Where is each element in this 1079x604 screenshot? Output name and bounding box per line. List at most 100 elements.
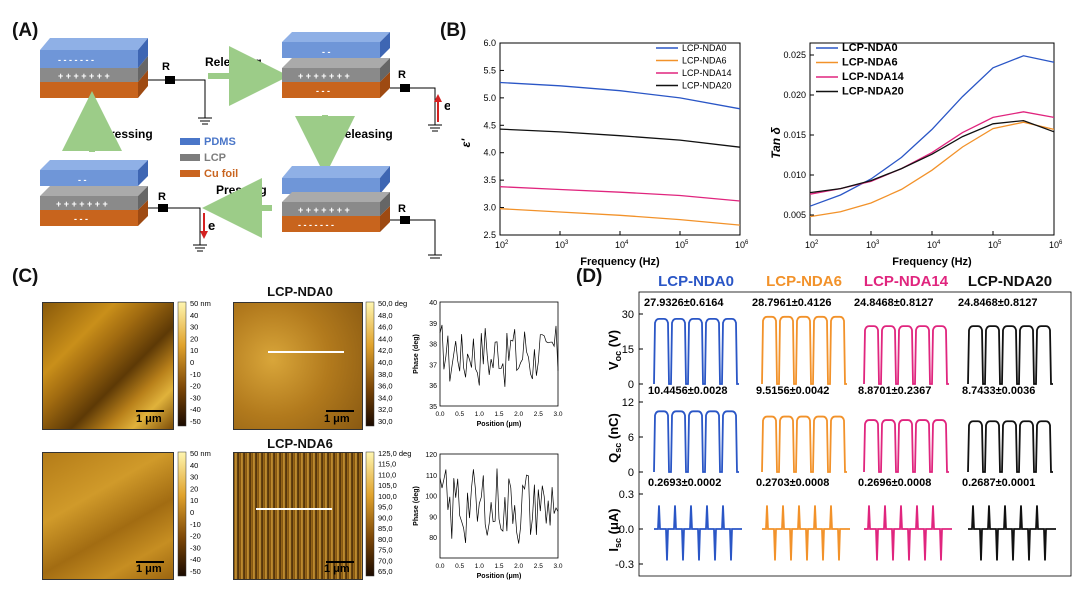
tan-legend-label-LCP-NDA20: LCP-NDA20	[842, 86, 904, 98]
height-scale-1-label: 20	[190, 334, 198, 343]
eps-xtick-label: 106	[735, 240, 749, 250]
eps-series-LCP-NDA0	[499, 81, 741, 110]
value-label-1-0: 10.4456±0.0028	[648, 385, 727, 397]
profile-a-ytick: 36	[429, 383, 437, 390]
scalebar-h1	[136, 410, 164, 412]
height-scale-1-label: -50	[190, 417, 201, 426]
height-scale-1-label: 10	[190, 346, 198, 355]
chart-dielectric-constant: 2.5 3.0 3.5 4.0 4.5 5.0 5.5 6.0 102 103 104 105 106 F…	[459, 38, 749, 268]
height-scale-2-label: 10	[190, 496, 198, 505]
eps-xlabel: Frequency (Hz)	[580, 256, 660, 268]
height-scale-2-label: 40	[190, 461, 198, 470]
eps-series-LCP-NDA20	[499, 128, 741, 148]
height-scale-2-bar	[177, 451, 187, 577]
charge-plus-4: + + + + + + +	[298, 205, 350, 215]
charge-minus-2b: - - -	[316, 86, 330, 96]
afm-title-nda0: LCP-NDA0	[267, 284, 333, 299]
phase-scale-2-label: 115,0	[378, 460, 396, 469]
phase-scale-2-label: 105,0	[378, 481, 397, 490]
afm-title-nda6: LCP-NDA6	[267, 436, 333, 451]
afm-phase-image-nda6	[233, 452, 363, 580]
value-label-1-3: 8.7433±0.0036	[962, 385, 1035, 397]
eps-ytick-label: 2.5	[483, 230, 496, 240]
eps-ytick-label: 3.0	[483, 203, 496, 213]
tan-xtick-label: 104	[927, 240, 941, 250]
resistor-label-4: R	[398, 203, 406, 215]
tan-ylabel: Tan δ	[769, 127, 783, 159]
tan-xtick-label: 103	[866, 240, 880, 250]
profile-b-ylabel: Phase (deg)	[413, 486, 420, 526]
phase-scale-1-label: 50,0 deg	[378, 299, 407, 308]
phase-scale-2-label: 80,0	[378, 535, 393, 544]
electron-label-2: e	[208, 218, 215, 233]
height-scale-1-label: 30	[190, 323, 198, 332]
column-title-LCP-NDA6: LCP-NDA6	[766, 273, 842, 290]
profile-line-nda6	[256, 508, 332, 510]
height-scale-2-label: 0	[190, 508, 194, 517]
height-scale-2-label: 50 nm	[190, 449, 211, 458]
profile-b-xtick: 0.0	[435, 563, 444, 570]
output-trace-2-LCP-NDA14	[864, 505, 952, 561]
value-label-1-1: 9.5156±0.0042	[756, 385, 829, 397]
legend-cu: Cu foil	[204, 168, 238, 180]
tan-series-LCP-NDA0	[809, 55, 1055, 207]
profile-a-ytick: 35	[429, 404, 437, 411]
profile-b-ytick: 90	[429, 514, 437, 521]
tan-xtick-label: 105	[988, 240, 1002, 250]
legend-pdms: PDMS	[204, 136, 236, 148]
row-ytick-0: 15	[622, 344, 634, 356]
phase-scale-1-label: 44,0	[378, 334, 393, 343]
phase-scale-1-label: 46,0	[378, 323, 393, 332]
output-trace-1-LCP-NDA20	[967, 420, 1053, 473]
output-trace-0-LCP-NDA20	[967, 325, 1053, 385]
eps-legend-label-LCP-NDA0: LCP-NDA0	[682, 43, 727, 53]
row-ytick-0: 0	[628, 379, 634, 391]
charge-minus-3b: - - -	[74, 214, 88, 224]
phase-scale-2-label: 65,0	[378, 567, 393, 576]
stack-releasing-top-right: - - + + + + + + + - - -	[282, 32, 390, 98]
profile-b-xtick: 0.5	[455, 563, 464, 570]
height-scale-2-label: -20	[190, 532, 201, 541]
column-title-LCP-NDA14: LCP-NDA14	[864, 273, 949, 290]
height-scale-1-label: -10	[190, 370, 201, 379]
scalebar-p1	[326, 410, 354, 412]
profile-a-ylabel: Phase (deg)	[413, 334, 420, 374]
profile-a-xtick: 0.0	[435, 411, 444, 418]
profile-b-xlabel: Position (μm)	[477, 573, 522, 580]
row-ytick-2: 0.0	[619, 524, 634, 536]
panel-label-b: (B)	[440, 20, 467, 41]
phase-scale-2-label: 85,0	[378, 524, 393, 533]
row-ytick-1: 12	[622, 397, 634, 409]
stack-pressing-bottom-right: + + + + + + + - - - - - - -	[282, 166, 390, 232]
value-label-2-3: 0.2687±0.0001	[962, 477, 1035, 489]
value-label-2-0: 0.2693±0.0002	[648, 477, 721, 489]
phase-scale-1-label: 40,0	[378, 358, 393, 367]
tan-series-LCP-NDA6	[809, 121, 1055, 218]
output-trace-2-LCP-NDA0	[654, 505, 742, 561]
profile-b-ytick: 120	[425, 452, 437, 459]
value-label-0-0: 27.9326±0.6164	[644, 297, 724, 309]
height-scale-2-label: 20	[190, 484, 198, 493]
row-ytick-1: 0	[628, 467, 634, 479]
tan-ytick-label: 0.005	[783, 210, 806, 220]
output-trace-1-LCP-NDA0	[653, 410, 739, 473]
profile-a-ytick: 40	[429, 300, 437, 307]
stack-pressing-bottom-left: - - + + + + + + + - - -	[40, 160, 148, 226]
label-releasing-right: Releasing	[336, 127, 393, 141]
eps-ytick-label: 5.0	[483, 93, 496, 103]
height-scale-1-label: 0	[190, 358, 194, 367]
scale-text-p1: 1 μm	[324, 413, 350, 425]
resistor-label-2: R	[398, 69, 406, 81]
tan-xlabel: Frequency (Hz)	[892, 256, 972, 268]
profile-b-xtick: 3.0	[553, 563, 562, 570]
eps-ytick-label: 6.0	[483, 38, 496, 48]
profile-a-trace	[439, 324, 559, 387]
scale-text-h1: 1 μm	[136, 413, 162, 425]
output-trace-1-LCP-NDA14	[863, 419, 949, 473]
phase-scale-2-label: 90,0	[378, 513, 393, 522]
output-trace-2-LCP-NDA20	[968, 505, 1056, 561]
row-ytick-1: 6	[628, 432, 634, 444]
phase-scale-1-label: 36,0	[378, 382, 393, 391]
resistor-label-3: R	[158, 191, 166, 203]
profile-line-nda0	[268, 351, 344, 353]
